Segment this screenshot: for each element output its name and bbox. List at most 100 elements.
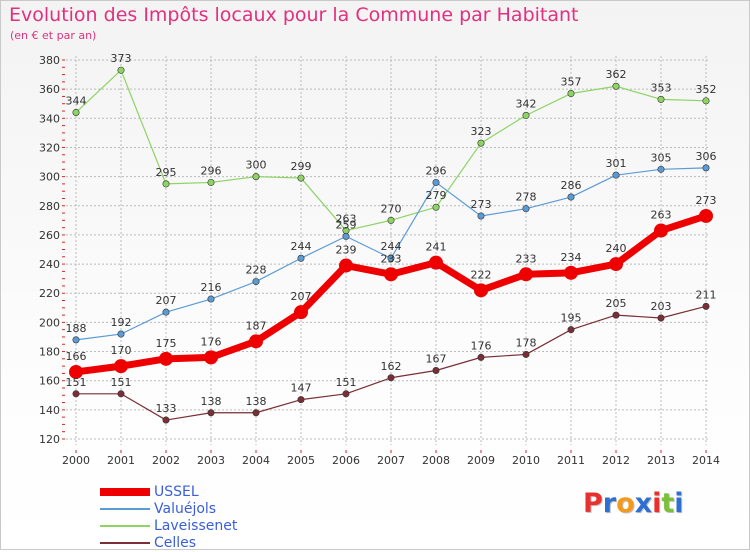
data-label: 195 [561,312,582,325]
data-point [72,390,80,398]
data-label: 138 [246,395,267,408]
data-point [384,267,398,282]
y-tick-label: 320 [39,141,60,154]
legend-label: Valuéjols [154,501,217,517]
data-label: 279 [426,189,447,202]
data-label: 357 [561,76,582,89]
data-point [159,351,173,366]
data-label: 207 [291,290,312,303]
data-point [432,178,440,186]
logo-letter: i [652,488,662,519]
data-point [564,265,578,280]
data-label: 192 [111,316,132,329]
logo-letter: x [634,488,653,519]
data-point [339,258,353,273]
legend-label: USSEL [154,484,199,500]
data-label: 147 [291,382,312,395]
data-label: 233 [381,252,402,265]
data-point [432,366,440,374]
legend-swatch [100,542,150,544]
data-label: 176 [471,339,492,352]
x-tick-label: 2012 [602,454,630,467]
y-tick-label: 380 [39,54,60,67]
logo-letter: i [674,488,684,519]
data-point [117,66,125,74]
x-tick-label: 2006 [332,454,360,467]
data-point [117,330,125,338]
data-label: 241 [426,241,447,254]
data-label: 133 [156,402,177,415]
data-label: 216 [201,281,222,294]
data-label: 244 [381,240,402,253]
data-point [612,171,620,179]
data-label: 228 [246,264,267,277]
y-tick-label: 140 [39,404,60,417]
data-point [657,95,665,103]
legend-swatch [100,525,150,527]
data-point [522,350,530,358]
data-point [69,364,83,379]
legend-swatch [100,508,150,510]
data-point [249,334,263,349]
data-point [162,416,170,424]
x-tick-label: 2013 [647,454,675,467]
data-label: 344 [66,94,87,107]
data-point [297,174,305,182]
data-point [342,390,350,398]
data-point [252,278,260,286]
data-point [702,302,710,310]
data-point [252,409,260,417]
data-point [117,390,125,398]
y-tick-label: 280 [39,200,60,213]
data-point [387,374,395,382]
data-label: 286 [561,179,582,192]
legend-swatch [100,488,150,496]
data-label: 233 [516,252,537,265]
data-point [474,283,488,298]
data-label: 273 [696,194,717,207]
y-tick-label: 240 [39,258,60,271]
data-label: 299 [291,160,312,173]
data-point [72,108,80,116]
data-label: 188 [66,322,87,335]
data-point [294,305,308,320]
x-tick-label: 2011 [557,454,585,467]
y-tick-label: 120 [39,433,60,446]
data-point [207,178,215,186]
y-tick-label: 200 [39,316,60,329]
legend-label: Laveissenet [154,518,238,534]
data-label: 175 [156,337,177,350]
data-label: 178 [516,336,537,349]
data-point [429,255,443,270]
data-label: 151 [336,376,357,389]
y-tick-label: 360 [39,83,60,96]
data-label: 211 [696,288,717,301]
data-point [207,295,215,303]
data-label: 296 [426,164,447,177]
data-point [297,396,305,404]
data-label: 263 [651,209,672,222]
x-tick-label: 2004 [242,454,270,467]
x-tick-label: 2005 [287,454,315,467]
data-point [522,205,530,213]
data-point [297,254,305,262]
data-label: 187 [246,319,267,332]
data-label: 263 [336,213,357,226]
x-tick-label: 2009 [467,454,495,467]
data-point [612,82,620,90]
data-label: 162 [381,360,402,373]
data-label: 151 [111,376,132,389]
data-point [342,232,350,240]
x-tick-label: 2000 [62,454,90,467]
data-point [387,254,395,262]
data-label: 342 [516,97,537,110]
data-point [387,216,395,224]
data-label: 205 [606,297,627,310]
data-point [477,139,485,147]
y-tick-label: 180 [39,346,60,359]
data-point [654,223,668,238]
data-point [702,97,710,105]
data-label: 300 [246,159,267,172]
